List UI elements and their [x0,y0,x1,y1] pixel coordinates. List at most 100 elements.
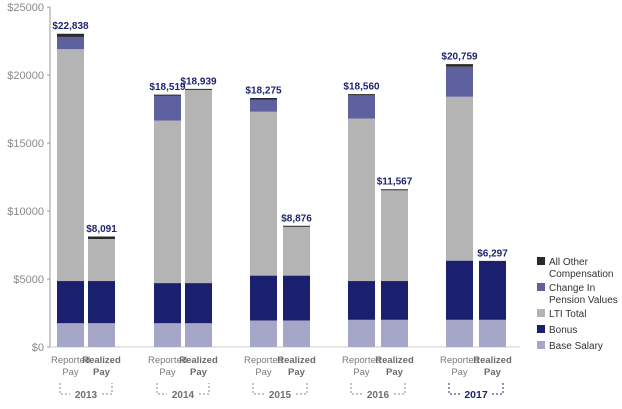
bar-segment-base-salary [283,320,310,347]
bar-segment-base-salary [479,319,506,347]
bar-segment-bonus [479,261,506,320]
bar-total-label: $18,519 [149,82,186,93]
bar-category-label: Pay [159,367,176,378]
bar-total-label: $18,939 [180,76,217,87]
bar-category-label: Reported [244,355,283,366]
year-bracket-left [448,383,460,395]
bar-segment-lti-total [381,189,408,282]
bar-segment-bonus [283,275,310,321]
legend-swatch [537,325,545,333]
bar-total-label: $18,560 [343,82,380,93]
year-bracket-left [252,383,264,395]
bar-segment-lti-total [283,226,310,276]
bar-segment-base-salary [381,319,408,347]
bar-segment-lti-total [88,239,115,282]
bar-category-label: Pay [288,367,306,378]
bar-segment-lti-total [250,111,277,276]
bar-segment-change-in-pension-values [446,66,473,97]
legend-swatch [537,257,545,265]
bar-category-label: Pay [386,367,404,378]
bar-category-label: Realized [375,355,414,366]
bar-segment-base-salary [446,319,473,347]
bar-category-label: Pay [484,367,502,378]
year-label: 2015 [269,390,292,401]
bar-category-label: Reported [51,355,90,366]
bar-segment-bonus [185,283,212,324]
bar-segment-base-salary [250,320,277,347]
bar-total-label: $6,297 [477,248,508,259]
bar-category-label: Pay [190,367,208,378]
legend-label: All Other [549,257,589,268]
y-tick-label: $0 [32,342,44,354]
bar-segment-all-other-compensation [250,98,277,100]
bar-segment-bonus [88,281,115,324]
bar-category-label: Pay [255,367,272,378]
bar-segment-change-in-pension-values [250,99,277,112]
bar-segment-bonus [381,281,408,320]
bar-segment-bonus [348,281,375,320]
bar-segment-all-other-compensation [57,34,84,37]
bar-segment-lti-total [348,118,375,282]
year-bracket-left [156,383,167,395]
bar-category-label: Pay [62,367,79,378]
bar-category-label: Pay [93,367,111,378]
y-tick-label: $20000 [7,70,44,82]
legend-label: Pension Values [549,295,618,306]
bar-total-label: $20,759 [441,52,478,63]
y-tick-label: $15000 [7,138,44,150]
legend-swatch [537,309,545,317]
bar-category-label: Realized [473,355,512,366]
bar-category-label: Realized [277,355,316,366]
year-label: 2013 [75,390,98,401]
bar-segment-base-salary [348,319,375,347]
legend-swatch [537,283,545,291]
year-bracket-left [350,383,362,395]
bar-segment-lti-total [446,96,473,261]
legend-label: LTI Total [549,309,586,320]
bar-segment-all-other-compensation [88,236,115,240]
year-label: 2014 [172,390,195,401]
bar-category-label: Reported [148,355,187,366]
y-tick-label: $5000 [13,274,44,286]
legend-label: Base Salary [549,341,603,352]
bar-segment-lti-total [57,49,84,282]
bar-category-label: Pay [451,367,468,378]
bar-total-label: $8,876 [281,213,312,224]
bar-total-label: $8,091 [86,224,117,235]
bar-segment-lti-total [154,120,181,284]
bar-segment-bonus [250,275,277,321]
bar-category-label: Reported [342,355,381,366]
bar-segment-bonus [446,260,473,320]
legend-label: Bonus [549,325,577,336]
year-bracket-left [59,383,70,395]
legend-swatch [537,341,545,349]
year-bracket-right [394,383,406,395]
year-label: 2016 [367,390,390,401]
bar-category-label: Reported [440,355,479,366]
legend-label: Compensation [549,269,613,280]
bar-segment-change-in-pension-values [57,36,84,50]
bar-segment-bonus [154,283,181,324]
bar-segment-all-other-compensation [446,64,473,67]
bar-total-label: $22,838 [52,21,89,32]
bar-total-label: $11,567 [377,177,413,188]
bar-category-label: Realized [179,355,218,366]
legend-label: Change In [549,283,595,294]
year-bracket-right [199,383,210,395]
bar-category-label: Realized [82,355,121,366]
bar-segment-change-in-pension-values [348,94,375,119]
bar-segment-base-salary [154,323,181,347]
bar-segment-lti-total [185,89,212,284]
y-tick-label: $10000 [7,206,44,218]
bar-segment-change-in-pension-values [154,95,181,121]
year-bracket-right [102,383,113,395]
year-bracket-right [492,383,504,395]
bar-segment-base-salary [185,323,212,347]
bar-total-label: $18,275 [245,85,282,96]
y-tick-label: $25000 [7,2,44,14]
year-label: 2017 [464,389,488,401]
bar-category-label: Pay [353,367,370,378]
year-bracket-right [296,383,308,395]
